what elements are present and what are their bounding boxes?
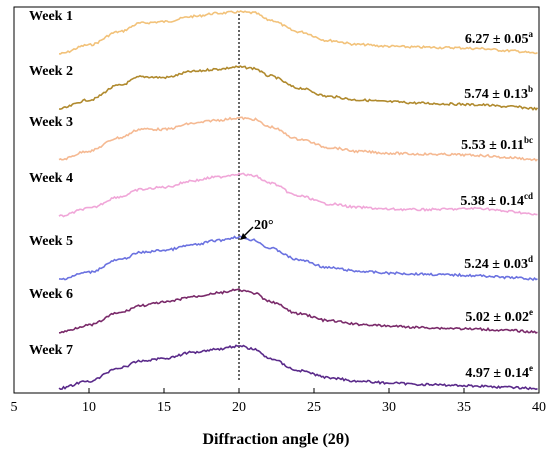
- value-label-week-1: 6.27 ± 0.05a: [465, 29, 534, 47]
- x-tick-label-40: 40: [532, 400, 546, 415]
- series-line-week-4: [58, 172, 538, 218]
- x-tick-label-25: 25: [307, 400, 321, 415]
- series-line-week-2: [58, 65, 539, 111]
- x-axis: 5 10 15 20 25 30 35 40: [11, 388, 546, 415]
- plot-frame: [13, 6, 540, 394]
- series-name-week-1: Week 1: [29, 9, 73, 24]
- series-line-week-6: [58, 287, 538, 334]
- series-line-week-1: [58, 10, 538, 55]
- x-tick-label-20: 20: [232, 400, 246, 415]
- x-tick-label-15: 15: [157, 400, 171, 415]
- series-name-week-4: Week 4: [29, 171, 73, 186]
- series-name-week-2: Week 2: [29, 64, 73, 79]
- series-name-week-7: Week 7: [29, 343, 73, 358]
- series-name-week-5: Week 5: [29, 234, 73, 249]
- series-name-week-6: Week 6: [29, 287, 73, 302]
- x-tick-label-30: 30: [382, 400, 396, 415]
- label-layer: Week 1 6.27 ± 0.05a Week 2 5.74 ± 0.13b Week…: [29, 9, 534, 381]
- value-label-week-2: 5.74 ± 0.13b: [464, 84, 533, 102]
- value-label-week-6: 5.02 ± 0.02e: [465, 307, 533, 325]
- value-label-week-7: 4.97 ± 0.14e: [465, 363, 533, 381]
- series-line-week-3: [58, 116, 539, 162]
- annotation-label: 20°: [254, 218, 274, 233]
- x-axis-title: Diffraction angle (2θ): [203, 431, 350, 448]
- series-line-week-7: [58, 344, 538, 391]
- value-label-week-3: 5.53 ± 0.11bc: [461, 135, 533, 153]
- x-tick-label-5: 5: [11, 400, 18, 415]
- series-name-week-3: Week 3: [29, 115, 73, 130]
- series-line-week-5: [58, 235, 538, 282]
- value-label-week-4: 5.38 ± 0.14cd: [460, 191, 533, 209]
- value-label-week-5: 5.24 ± 0.03d: [464, 254, 533, 272]
- series-layer: [58, 10, 539, 391]
- x-tick-label-10: 10: [82, 400, 96, 415]
- x-tick-label-35: 35: [457, 400, 471, 415]
- annotation-arrowhead: [240, 233, 247, 240]
